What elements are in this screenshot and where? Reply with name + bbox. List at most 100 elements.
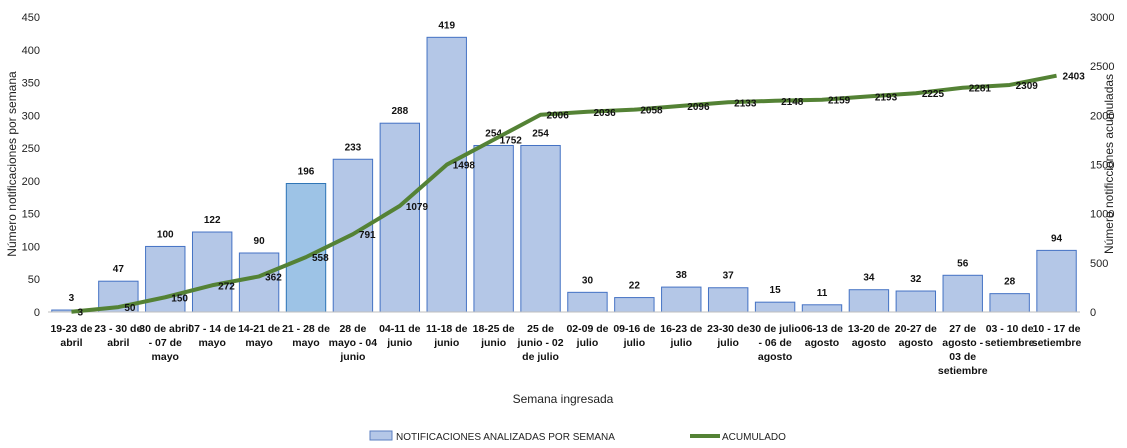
bar-data-label: 196 bbox=[298, 167, 315, 178]
line-data-label: 2148 bbox=[781, 97, 804, 108]
y-tick-label-right: 1000 bbox=[1090, 209, 1114, 221]
bar-data-label: 11 bbox=[817, 288, 828, 299]
y-tick-label-left: 350 bbox=[22, 78, 40, 90]
bar bbox=[567, 291, 608, 313]
bar bbox=[895, 290, 937, 313]
y-tick-label-right: 0 bbox=[1090, 307, 1096, 319]
bar-data-label: 288 bbox=[391, 106, 408, 117]
line-data-label: 2159 bbox=[828, 96, 851, 107]
y-tick-label-left: 200 bbox=[22, 176, 40, 188]
bar bbox=[661, 286, 702, 313]
x-tick-label: 06-13 de agosto bbox=[801, 323, 843, 349]
line-data-label: 2036 bbox=[593, 108, 616, 119]
bar-data-label: 28 bbox=[1004, 277, 1016, 288]
y-tick-label-left: 300 bbox=[22, 110, 40, 122]
bar-data-label: 90 bbox=[254, 236, 266, 247]
bar-data-label: 122 bbox=[204, 215, 221, 226]
bar-data-label: 100 bbox=[157, 229, 174, 240]
y-tick-label-left: 150 bbox=[22, 209, 40, 221]
x-tick-label: 14-21 de mayo bbox=[238, 323, 280, 349]
legend: NOTIFICACIONES ANALIZADAS POR SEMANA ACU… bbox=[369, 430, 786, 443]
line-data-label: 791 bbox=[359, 230, 376, 241]
legend-swatch-bars bbox=[369, 430, 393, 441]
line-data-label: 2225 bbox=[922, 89, 945, 100]
y-tick-label-left: 450 bbox=[22, 12, 40, 24]
line-data-label: 272 bbox=[218, 281, 235, 292]
line-data-label: 558 bbox=[312, 253, 329, 264]
y-axis-title-right: Número notificciones acumuladas bbox=[1102, 74, 1116, 254]
y-tick-label-left: 400 bbox=[22, 45, 40, 57]
x-tick-label: 07 - 14 de mayo bbox=[188, 323, 236, 349]
x-tick-label: 18-25 de junio bbox=[473, 323, 515, 349]
x-tick-label: 21 - 28 de mayo bbox=[282, 323, 330, 349]
bar bbox=[238, 252, 280, 313]
bar bbox=[754, 301, 796, 313]
line-data-label: 2193 bbox=[875, 92, 898, 103]
bar-data-label: 47 bbox=[113, 264, 125, 275]
bar-data-label: 38 bbox=[676, 270, 688, 281]
x-tick-label: 04-11 de junio bbox=[379, 323, 421, 349]
x-tick-label: 16-23 de julio bbox=[660, 323, 702, 349]
bar bbox=[848, 289, 890, 313]
bar-data-label: 233 bbox=[345, 142, 362, 153]
y-tick-label-right: 2000 bbox=[1090, 110, 1114, 122]
bar bbox=[942, 274, 983, 313]
bar-data-label: 94 bbox=[1051, 233, 1063, 244]
x-tick-label: 13-20 de agosto bbox=[848, 323, 890, 349]
line-data-label: 50 bbox=[124, 303, 136, 314]
x-tick-label: 30 de abril - 07 de mayo bbox=[139, 323, 191, 363]
line-data-label: 2133 bbox=[734, 98, 757, 109]
x-axis-title: Semana ingresada bbox=[513, 392, 614, 406]
bar-data-label: 419 bbox=[438, 20, 455, 31]
bar-data-label: 32 bbox=[910, 274, 922, 285]
bar-data-label: 30 bbox=[582, 275, 594, 286]
bar-data-label: 3 bbox=[69, 293, 75, 304]
x-tick-label: 11-18 de junio bbox=[426, 323, 468, 349]
bar bbox=[707, 287, 749, 313]
x-tick-label: 19-23 de abril bbox=[50, 323, 92, 349]
y-tick-label-left: 0 bbox=[34, 307, 40, 319]
bar bbox=[801, 304, 843, 313]
x-tick-label: 10 - 17 de setiembre bbox=[1032, 323, 1082, 349]
legend-label-line: ACUMULADO bbox=[722, 432, 786, 443]
x-tick-label: 23-30 de julio bbox=[707, 323, 749, 349]
bar-data-label: 22 bbox=[629, 281, 641, 292]
x-tick-label: 02-09 de julio bbox=[566, 323, 608, 349]
x-tick-label: 27 de agosto -03 de setiembre bbox=[938, 323, 988, 377]
line-data-label: 2058 bbox=[640, 106, 663, 117]
bar bbox=[285, 183, 327, 313]
line-data-label: 3 bbox=[77, 308, 83, 319]
cumulative-line bbox=[71, 73, 1057, 314]
legend-label-bars: NOTIFICACIONES ANALIZADAS POR SEMANA bbox=[396, 432, 615, 443]
y-tick-label-left: 250 bbox=[22, 143, 40, 155]
line-data-label: 2309 bbox=[1016, 81, 1039, 92]
line-data-label: 2006 bbox=[547, 111, 570, 122]
y-tick-label-right: 500 bbox=[1090, 258, 1108, 270]
bar bbox=[614, 297, 655, 313]
x-tick-label: 20-27 de agosto bbox=[895, 323, 937, 349]
bar bbox=[520, 144, 561, 313]
line-data-label: 2096 bbox=[687, 102, 710, 113]
line-data-label: 1498 bbox=[453, 161, 476, 172]
bar bbox=[473, 144, 514, 313]
bar-data-label: 37 bbox=[723, 271, 735, 282]
line-data-label: 150 bbox=[171, 293, 188, 304]
line-data-label: 362 bbox=[265, 272, 282, 283]
x-tick-label: 03 - 10 de setiembre bbox=[985, 323, 1035, 349]
x-tick-label: 30 de julio - 06 de agosto bbox=[749, 323, 800, 363]
bar-data-label: 56 bbox=[957, 258, 969, 269]
line-data-label: 2403 bbox=[1063, 72, 1086, 83]
y-tick-label-right: 2500 bbox=[1090, 61, 1114, 73]
y-tick-label-left: 100 bbox=[22, 241, 40, 253]
bar-data-label: 254 bbox=[485, 128, 502, 139]
x-tick-label: 28 de mayo - 04 junio bbox=[329, 323, 378, 363]
bar bbox=[989, 293, 1030, 313]
bar-data-label: 254 bbox=[532, 128, 549, 139]
bar bbox=[1036, 249, 1077, 313]
y-axis-title-left: Número notificaciones por semana bbox=[5, 71, 19, 257]
bar-data-label: 34 bbox=[863, 273, 875, 284]
x-tick-label: 23 - 30 de abril bbox=[94, 323, 142, 349]
y-tick-label-right: 1500 bbox=[1090, 160, 1114, 172]
line-data-label: 1752 bbox=[500, 136, 523, 147]
